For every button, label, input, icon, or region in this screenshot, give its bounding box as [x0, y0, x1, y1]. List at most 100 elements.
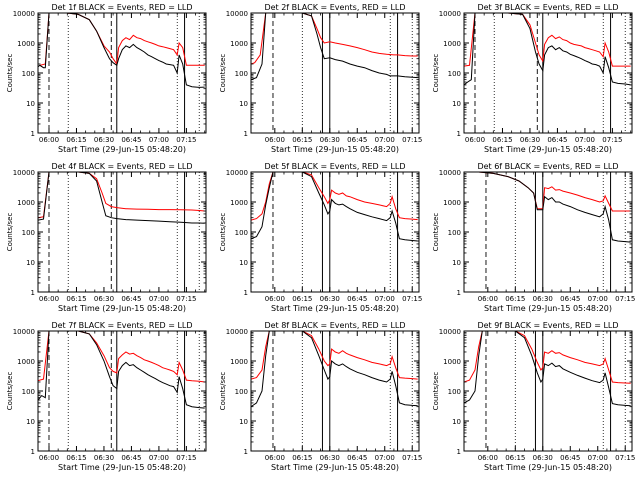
x-tick-label: 07:00: [375, 295, 395, 303]
x-tick-label: 06:15: [66, 454, 86, 462]
x-tick-label: 07:00: [575, 136, 595, 144]
y-tick-label: 10: [239, 259, 248, 267]
y-tick-label: 1000: [17, 358, 35, 366]
x-tick-label: 06:45: [560, 454, 580, 462]
x-tick-label: 06:45: [347, 295, 367, 303]
y-tick-label: 10000: [439, 328, 461, 336]
y-tick-label: 10: [239, 418, 248, 426]
y-tick-label: 1000: [230, 358, 248, 366]
y-tick-label: 100: [448, 388, 461, 396]
plot-area: [251, 13, 418, 133]
plot-frame: [250, 12, 420, 134]
events-series-line: [251, 331, 418, 408]
chart-panel: Det 6f BLACK = Events, RED = LLD Counts/s…: [432, 162, 635, 313]
x-tick-label: 06:30: [520, 136, 540, 144]
plot-area: [38, 172, 205, 292]
y-axis-label: Counts/sec: [6, 213, 14, 252]
y-tick-label: 100: [235, 229, 248, 237]
y-tick-label: 1: [31, 448, 35, 456]
x-tick-label: 07:15: [402, 454, 422, 462]
y-tick-label: 1: [457, 289, 461, 297]
y-tick-label: 1000: [443, 358, 461, 366]
y-axis-label: Counts/sec: [6, 372, 14, 411]
chart-title: Det 2f BLACK = Events, RED = LLD: [264, 3, 405, 12]
plot-area: [464, 172, 631, 292]
plot-frame: [463, 171, 633, 293]
y-tick-label: 1: [244, 289, 248, 297]
y-tick-label: 10: [239, 100, 248, 108]
x-tick-label: 06:30: [320, 454, 340, 462]
x-axis-label: Start Time (29-Jun-15 05:48:20): [58, 145, 186, 154]
y-axis-label: Counts/sec: [432, 372, 440, 411]
y-tick-label: 1000: [230, 199, 248, 207]
x-axis-label: Start Time (29-Jun-15 05:48:20): [484, 145, 612, 154]
y-tick-label: 10000: [13, 328, 35, 336]
x-axis-label: Start Time (29-Jun-15 05:48:20): [271, 145, 399, 154]
events-series-line: [38, 331, 205, 409]
y-tick-label: 10: [452, 259, 461, 267]
x-tick-label: 06:15: [292, 136, 312, 144]
x-tick-label: 07:15: [402, 136, 422, 144]
lld-series-line: [251, 13, 418, 65]
y-tick-label: 100: [235, 70, 248, 78]
chart-title: Det 1f BLACK = Events, RED = LLD: [51, 3, 192, 12]
chart-title: Det 9f BLACK = Events, RED = LLD: [477, 321, 618, 330]
events-series-line: [251, 13, 418, 81]
x-tick-label: 06:15: [505, 295, 525, 303]
chart-panel: Det 4f BLACK = Events, RED = LLD Counts/s…: [6, 162, 207, 313]
plot-frame: [37, 12, 207, 134]
x-tick-label: 07:00: [375, 454, 395, 462]
x-tick-label: 07:00: [149, 295, 169, 303]
y-axis-label: Counts/sec: [432, 54, 440, 93]
x-tick-label: 07:15: [615, 295, 635, 303]
events-series-line: [464, 172, 631, 243]
x-tick-label: 07:00: [588, 454, 608, 462]
x-tick-label: 06:45: [347, 136, 367, 144]
events-series-line: [38, 172, 205, 224]
x-tick-label: 06:30: [533, 454, 553, 462]
x-tick-label: 06:00: [265, 454, 285, 462]
x-tick-label: 07:15: [176, 454, 196, 462]
x-tick-label: 06:30: [94, 454, 114, 462]
x-tick-label: 07:15: [615, 454, 635, 462]
x-tick-label: 07:15: [176, 136, 196, 144]
chart-panel: Det 7f BLACK = Events, RED = LLD Counts/s…: [6, 321, 207, 472]
y-axis-label: Counts/sec: [432, 213, 440, 252]
y-tick-label: 1: [31, 130, 35, 138]
events-series-line: [251, 172, 418, 242]
y-tick-label: 10: [452, 100, 461, 108]
y-tick-label: 1: [457, 130, 461, 138]
plot-area: [251, 331, 418, 451]
chart-panel: Det 9f BLACK = Events, RED = LLD Counts/s…: [432, 321, 635, 472]
x-tick-label: 06:30: [94, 295, 114, 303]
chart-title: Det 8f BLACK = Events, RED = LLD: [264, 321, 405, 330]
x-axis-label: Start Time (29-Jun-15 05:48:20): [271, 463, 399, 472]
x-tick-label: 06:30: [320, 295, 340, 303]
y-tick-label: 10: [26, 100, 35, 108]
x-tick-label: 06:45: [547, 136, 567, 144]
x-tick-label: 06:00: [465, 136, 485, 144]
y-tick-label: 10000: [13, 10, 35, 18]
x-tick-label: 07:15: [602, 136, 622, 144]
y-tick-label: 10: [26, 418, 35, 426]
chart-panel: Det 1f BLACK = Events, RED = LLD Counts/s…: [6, 3, 207, 154]
y-tick-label: 1: [457, 448, 461, 456]
x-axis-label: Start Time (29-Jun-15 05:48:20): [271, 304, 399, 313]
y-tick-label: 10000: [226, 10, 248, 18]
y-tick-label: 10: [26, 259, 35, 267]
x-axis-label: Start Time (29-Jun-15 05:48:20): [484, 304, 612, 313]
chart-title: Det 3f BLACK = Events, RED = LLD: [477, 3, 618, 12]
y-tick-label: 10000: [13, 169, 35, 177]
lld-series-line: [251, 331, 418, 380]
lld-series-line: [464, 172, 631, 212]
x-tick-label: 06:00: [265, 136, 285, 144]
plot-frame: [37, 330, 207, 452]
chart-title: Det 5f BLACK = Events, RED = LLD: [264, 162, 405, 171]
x-tick-label: 06:45: [121, 295, 141, 303]
y-tick-label: 1: [244, 130, 248, 138]
y-tick-label: 1000: [17, 199, 35, 207]
x-tick-label: 06:30: [533, 295, 553, 303]
chart-title: Det 4f BLACK = Events, RED = LLD: [51, 162, 192, 171]
x-tick-label: 06:00: [478, 454, 498, 462]
